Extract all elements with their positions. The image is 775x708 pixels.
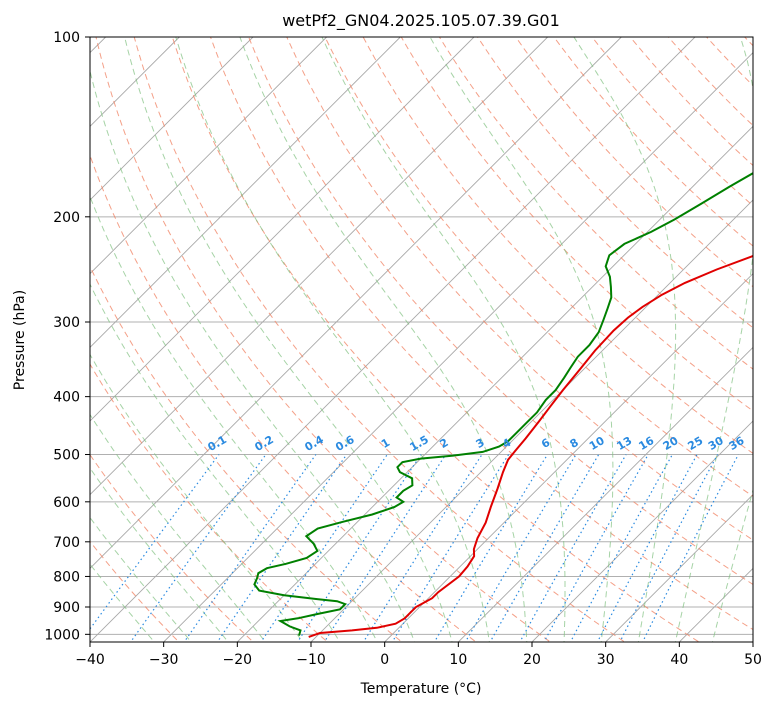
x-tick-label: 20 <box>523 652 541 668</box>
isotherm-line <box>458 346 753 642</box>
mixing-ratio-line <box>183 454 317 642</box>
y-tick-label: 400 <box>53 390 80 406</box>
moist-adiabat-line <box>175 37 490 642</box>
moist-adiabat-line <box>239 37 528 642</box>
moist-adiabat-line <box>90 283 341 642</box>
moist-adiabat-line <box>90 516 192 642</box>
mixing-ratio-line <box>129 454 267 642</box>
y-tick-label: 200 <box>53 210 80 226</box>
moist-adiabat-line <box>90 353 304 642</box>
y-tick-label: 500 <box>53 448 80 464</box>
dry-adiabat-line <box>324 37 753 498</box>
y-tick-label: 800 <box>53 569 80 585</box>
dry-adiabat-line <box>171 37 700 642</box>
mixing-ratio-line <box>216 454 348 642</box>
isotherm-line <box>90 37 696 642</box>
x-tick-label: 10 <box>449 652 467 668</box>
mixing-ratio-line <box>433 454 549 642</box>
y-tick-label: 1000 <box>44 627 80 643</box>
dry-adiabat-line <box>400 37 753 412</box>
dry-adiabat-line <box>286 37 753 541</box>
y-axis-title: Pressure (hPa) <box>12 290 28 390</box>
y-tick-label: 100 <box>53 30 80 46</box>
x-tick-label: 40 <box>670 652 688 668</box>
isotherm-line <box>90 37 327 275</box>
moist-adiabat-line <box>124 37 453 642</box>
isotherm-line <box>752 641 753 642</box>
isotherm-line <box>90 37 254 201</box>
dry-adiabat-line <box>90 453 254 642</box>
mixing-ratio-line <box>596 454 698 642</box>
dry-adiabat-line <box>362 37 753 455</box>
isotherm-line <box>384 273 753 642</box>
temperature-profile-line <box>308 254 753 638</box>
mixing-ratio-line <box>489 454 600 642</box>
y-tick-label: 300 <box>53 315 80 331</box>
x-axis-title: Temperature (°C) <box>360 681 482 697</box>
y-tick-label: 600 <box>53 495 80 511</box>
dry-adiabat-line <box>248 37 753 586</box>
chart-grid <box>90 24 775 647</box>
isotherm-line <box>90 37 475 422</box>
mixing-ratio-line <box>569 454 673 642</box>
isotherm-line <box>531 420 753 642</box>
x-tick-label: −10 <box>296 652 326 668</box>
y-tick-label: 900 <box>53 600 80 616</box>
dry-adiabat-line <box>515 37 753 288</box>
moist-adiabat-line <box>674 37 753 642</box>
chart-axes: −40 −30 −20 −10 0 10 20 30 40 50 1000 900 800 700 600 5… <box>44 30 762 668</box>
x-tick-label: −30 <box>149 652 179 668</box>
x-tick-label: 50 <box>744 652 762 668</box>
mixing-ratio-line <box>619 454 719 642</box>
moist-adiabat-line <box>90 195 378 642</box>
mixing-ratio-line <box>519 454 627 642</box>
isotherm-line <box>90 37 401 348</box>
moist-adiabat-line <box>90 413 267 642</box>
moist-adiabat-line <box>321 37 566 642</box>
mixing-ratio-line <box>90 454 220 630</box>
chart-series <box>253 172 753 638</box>
moist-adiabat-line <box>573 37 677 642</box>
isotherm-line <box>90 37 622 569</box>
isotherm-line <box>237 125 753 642</box>
mixing-ratio-line <box>362 454 483 642</box>
moist-adiabat-line <box>429 37 614 642</box>
x-tick-label: −20 <box>223 652 253 668</box>
moist-adiabat-line <box>90 563 156 642</box>
plot-background <box>90 37 753 642</box>
isotherm-line <box>310 199 753 642</box>
moist-adiabat-line <box>90 467 229 642</box>
moist-adiabat-line <box>90 68 416 642</box>
dry-adiabat-line <box>209 37 753 631</box>
mixing-ratio-line <box>543 454 649 642</box>
dewpoint-profile-line <box>253 172 753 636</box>
x-tick-label: 0 <box>380 652 389 668</box>
dry-adiabat-line <box>90 265 403 642</box>
isotherm-line <box>605 494 753 642</box>
dry-adiabat-line <box>90 153 477 642</box>
dry-adiabat-line <box>553 37 753 247</box>
dry-adiabat-line <box>770 24 775 647</box>
mixing-ratio-line <box>464 454 577 642</box>
dry-adiabat-line <box>133 37 626 642</box>
isotherm-line <box>163 52 753 642</box>
plot-frame <box>89 36 754 643</box>
x-tick-label: −40 <box>75 652 105 668</box>
isotherm-line <box>90 37 548 496</box>
x-tick-label: 30 <box>597 652 615 668</box>
y-tick-label: 700 <box>53 535 80 551</box>
dry-adiabat-line <box>438 37 753 370</box>
chart-title: wetPf2_GN04.2025.105.07.39.G01 <box>282 11 560 31</box>
mixing-ratio-line <box>391 454 510 642</box>
dry-adiabat-line <box>95 37 552 642</box>
